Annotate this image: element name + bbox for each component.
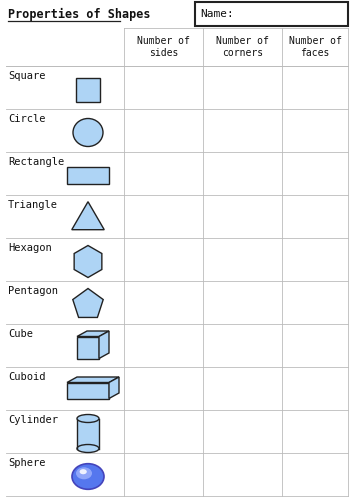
- Text: Properties of Shapes: Properties of Shapes: [8, 8, 150, 20]
- Ellipse shape: [76, 468, 92, 479]
- Bar: [67, 167, 109, 184]
- Text: Number of
sides: Number of sides: [137, 36, 190, 58]
- Bar: [76, 78, 100, 102]
- Polygon shape: [99, 331, 109, 358]
- Polygon shape: [77, 331, 109, 336]
- Text: Hexagon: Hexagon: [8, 243, 52, 253]
- Text: Cuboid: Cuboid: [8, 372, 46, 382]
- Text: Number of
faces: Number of faces: [289, 36, 342, 58]
- Bar: [67, 382, 109, 398]
- Text: Sphere: Sphere: [8, 458, 46, 468]
- Text: Triangle: Triangle: [8, 200, 58, 210]
- Text: Rectangle: Rectangle: [8, 157, 64, 167]
- Text: Cylinder: Cylinder: [8, 415, 58, 425]
- Ellipse shape: [72, 464, 104, 489]
- Polygon shape: [109, 377, 119, 398]
- Text: Cube: Cube: [8, 329, 33, 339]
- Bar: [195, 2, 348, 26]
- Text: Name:: Name:: [200, 9, 234, 19]
- Text: Pentagon: Pentagon: [8, 286, 58, 296]
- Ellipse shape: [77, 444, 99, 452]
- Text: Circle: Circle: [8, 114, 46, 124]
- Polygon shape: [73, 288, 103, 318]
- Ellipse shape: [73, 118, 103, 146]
- Text: Number of
corners: Number of corners: [216, 36, 269, 58]
- Polygon shape: [74, 246, 102, 278]
- Polygon shape: [72, 202, 104, 230]
- Ellipse shape: [77, 414, 99, 422]
- Text: Square: Square: [8, 71, 46, 81]
- Bar: [77, 336, 99, 358]
- Ellipse shape: [80, 469, 87, 474]
- Bar: [77, 418, 99, 448]
- Polygon shape: [67, 377, 119, 382]
